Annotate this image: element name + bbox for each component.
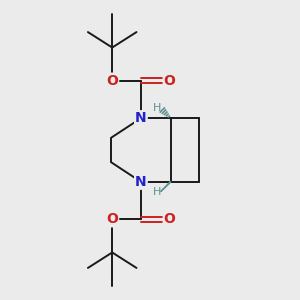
Polygon shape xyxy=(161,182,171,192)
Text: N: N xyxy=(135,175,147,189)
Text: O: O xyxy=(164,74,176,88)
Text: O: O xyxy=(106,212,118,226)
Text: N: N xyxy=(135,111,147,125)
Text: O: O xyxy=(164,212,176,226)
Text: O: O xyxy=(106,74,118,88)
Text: H: H xyxy=(153,187,161,196)
Text: H: H xyxy=(153,103,161,113)
